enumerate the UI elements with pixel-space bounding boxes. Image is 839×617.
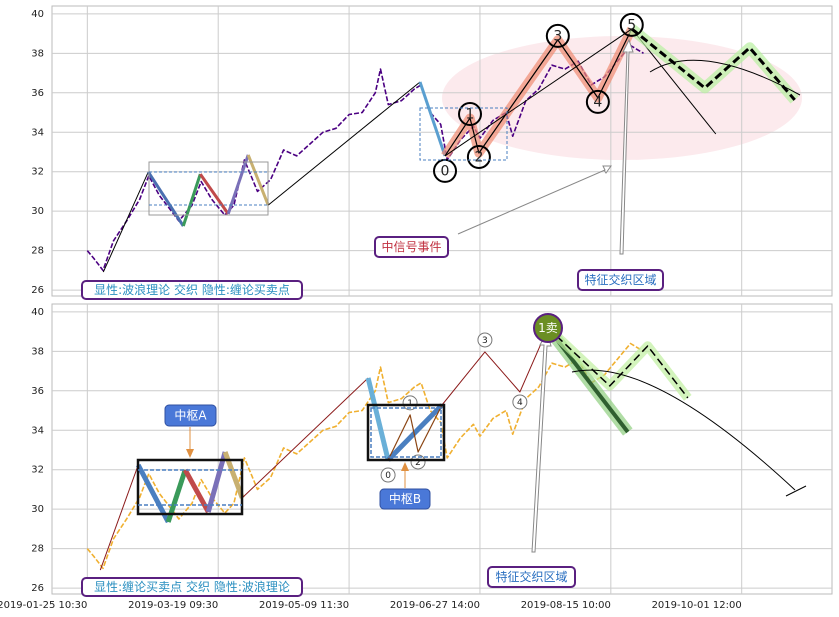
x-tick-label: 2019-08-15 10:00: [521, 600, 611, 611]
price-line: [86, 342, 644, 570]
annotation-box: [81, 280, 303, 300]
wave-line: [205, 451, 228, 513]
y-tick-label: 36: [31, 88, 44, 99]
wave-label: 0: [385, 471, 391, 481]
y-tick-label: 26: [31, 285, 44, 296]
annotations: 显性:波浪理论 交织 隐性:缠论买卖点 中信号事件 特征交织区域 显性:缠论买卖…: [81, 236, 664, 597]
hollow-arrow: [457, 165, 612, 235]
annotation: 显性:缠论买卖点 交织 隐性:波浪理论: [94, 579, 290, 594]
wave-line: [387, 404, 443, 461]
wave-label-circle: [619, 12, 644, 37]
pivot-box: [366, 403, 446, 462]
pointer-head: [401, 462, 409, 471]
wave-label: 2: [415, 458, 421, 468]
annotation-box: [374, 236, 449, 258]
y-tick-label: 32: [31, 465, 44, 476]
decorations: [136, 38, 807, 553]
annotation-box: [164, 404, 217, 427]
panel-bottom: [51, 303, 833, 595]
wave-label: 4: [593, 94, 602, 110]
annotation-box: [379, 488, 431, 510]
annotation-box: [577, 269, 664, 291]
y-tick-label: 34: [31, 127, 44, 138]
y-tick-label: 32: [31, 167, 44, 178]
wave-label: 3: [553, 28, 562, 44]
wave-label: 1: [466, 107, 475, 123]
wave-line: [418, 81, 447, 157]
y-tick-label: 38: [31, 48, 44, 59]
sell-marker: [533, 313, 563, 343]
y-tick-label: 36: [31, 386, 44, 397]
wave-line: [99, 464, 139, 571]
wave-label: 5: [627, 17, 636, 33]
wave-label: 2: [474, 149, 483, 165]
pivot-box: [419, 107, 508, 161]
wave-line: [444, 28, 633, 157]
wave-line: [365, 377, 391, 461]
y-tick-label: 40: [31, 9, 44, 20]
wave-line: [135, 463, 171, 524]
wave-line: [102, 171, 149, 273]
wave-label-circle: [585, 89, 610, 114]
wave-label-circle: [458, 102, 483, 127]
wave-line: [267, 81, 421, 206]
annotation: 中枢B: [389, 491, 421, 506]
arc: [649, 59, 801, 96]
wave-label-circle: [402, 395, 418, 411]
y-tick-label: 30: [31, 504, 44, 515]
annotation: 特征交织区域: [495, 569, 567, 584]
wave-label: 3: [482, 336, 488, 346]
y-tick-label: 38: [31, 346, 44, 357]
wave-line: [226, 154, 250, 215]
annotation: 1卖: [538, 321, 558, 335]
wave-line: [181, 173, 202, 227]
pivot-inner: [370, 407, 442, 458]
wave-label: 4: [517, 398, 523, 408]
hollow-arrow: [619, 38, 634, 255]
wave-line: [630, 27, 796, 101]
annotation-box: [487, 566, 576, 588]
wave-label-circle: [410, 454, 426, 470]
price-line: [86, 44, 644, 272]
pivot-box: [136, 458, 244, 516]
annotation: 特征交织区域: [584, 272, 656, 287]
wave-line: [199, 173, 230, 215]
wave-label-circle: [477, 332, 493, 348]
x-tick-label: 2019-01-25 10:30: [0, 600, 87, 611]
pivot-box: [148, 161, 269, 216]
y-tick-label: 28: [31, 544, 44, 555]
wave-line: [246, 154, 270, 206]
y-tick-label: 26: [31, 583, 44, 594]
y-tick-label: 40: [31, 307, 44, 318]
annotation: 中信号事件: [381, 239, 441, 254]
wave-line: [441, 327, 549, 406]
arc: [571, 369, 796, 491]
arc-end: [785, 485, 807, 497]
wave-line: [147, 171, 185, 227]
y-tick-label: 28: [31, 246, 44, 257]
wave-label: 0: [441, 163, 450, 179]
x-tick-label: 2019-10-01 12:00: [652, 600, 742, 611]
annotation: 中枢A: [174, 408, 207, 423]
wave-label-circle: [512, 394, 528, 410]
x-tick-label: 2019-05-09 11:30: [259, 600, 349, 611]
annotation-box: [81, 577, 303, 597]
wave-label-circle: [545, 23, 570, 48]
wave-line: [386, 403, 444, 462]
y-tick-label: 34: [31, 425, 44, 436]
wave-line: [241, 377, 369, 499]
annotation: 显性:波浪理论 交织 隐性:缠论买卖点: [94, 282, 290, 297]
wave-label-circle: [466, 144, 491, 169]
wave-line: [547, 327, 689, 399]
pointer-head: [186, 449, 194, 458]
x-tick-label: 2019-06-27 14:00: [390, 600, 480, 611]
y-tick-label: 30: [31, 206, 44, 217]
wave-label-circle: [380, 467, 396, 483]
x-tick-label: 2019-03-19 09:30: [128, 600, 218, 611]
